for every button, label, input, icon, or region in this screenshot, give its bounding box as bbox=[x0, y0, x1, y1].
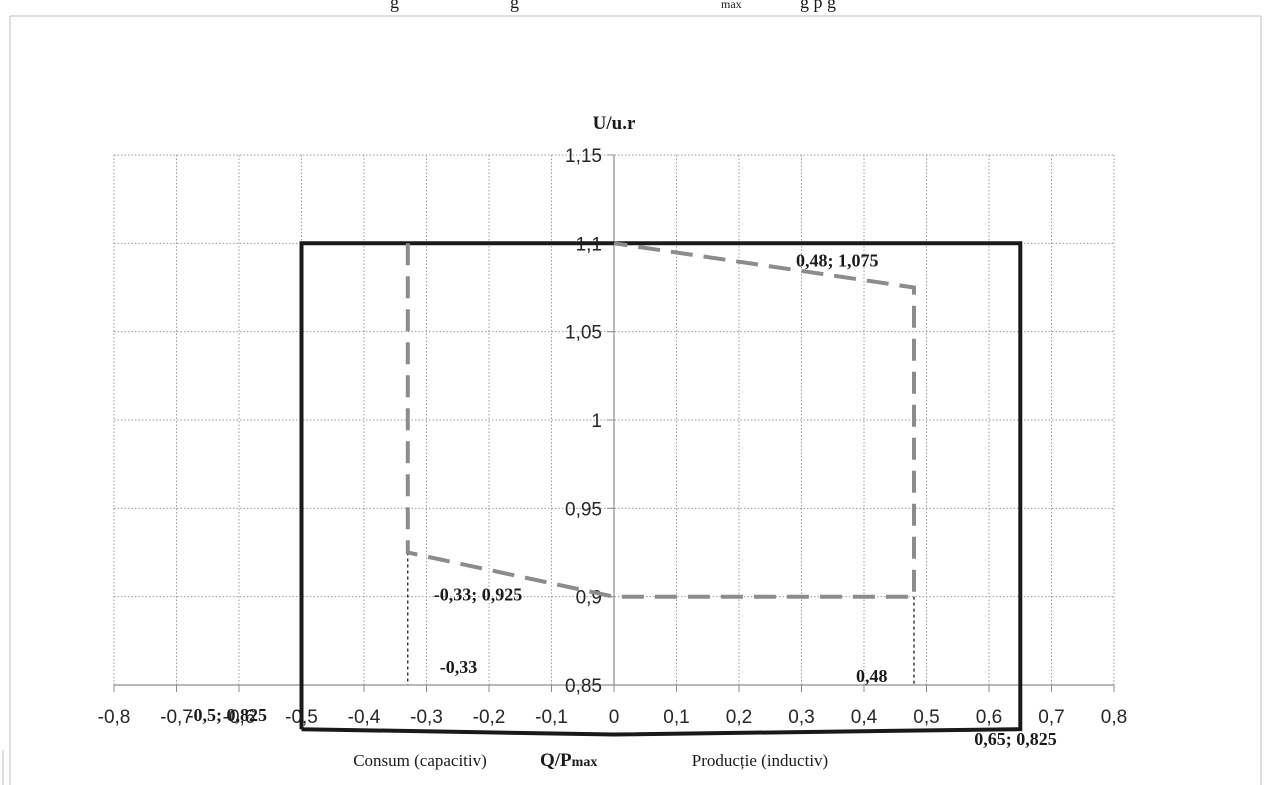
x-title-main: Q/P bbox=[540, 750, 572, 771]
header-max: max bbox=[721, 0, 742, 11]
x-title-left: Consum (capacitiv) bbox=[353, 751, 487, 770]
x-tick-label: -0,8 bbox=[98, 707, 131, 728]
x-axis-title: Consum (capacitiv) Q/Pmax Producție (ind… bbox=[353, 750, 828, 771]
y-tick-label: 0,85 bbox=[565, 676, 602, 697]
data-label: -0,33; 0,925 bbox=[434, 585, 523, 605]
data-label: 0,48 bbox=[856, 666, 888, 686]
x-tick-label: 0,8 bbox=[1101, 707, 1127, 728]
x-title-right: Producție (inductiv) bbox=[692, 751, 828, 770]
data-label: 0,48; 1,075 bbox=[796, 251, 879, 271]
data-label: -0,33 bbox=[440, 657, 478, 677]
x-tick-label: 0 bbox=[609, 707, 620, 728]
x-tick-label: -0,7 bbox=[160, 707, 193, 728]
series-solid-boundary bbox=[299, 241, 1023, 737]
y-tick-label: 0,95 bbox=[565, 499, 602, 520]
axes: -0,8 -0,7 -0,6 -0,5 -0,4 -0,3 -0,2 -0,1 0 0,1 0,2 0… bbox=[98, 146, 1128, 728]
data-label: -0,5; 0,825 bbox=[188, 705, 268, 725]
x-tick-label: 0,5 bbox=[913, 707, 939, 728]
x-title-sub: max bbox=[572, 755, 598, 770]
y-tick-label: 0,9 bbox=[576, 588, 602, 609]
data-label: 0,65; 0,825 bbox=[974, 729, 1057, 749]
x-tick-label: 0,6 bbox=[976, 707, 1002, 728]
annotations-layer: 0,48; 1,075 -0,33; 0,925 -0,5; 0,825 0,65; … bbox=[188, 251, 1057, 750]
series-layer bbox=[299, 241, 1023, 737]
header-text-1: g bbox=[390, 0, 399, 12]
x-tick-label: -0,1 bbox=[535, 707, 568, 728]
x-tick-label: -0,4 bbox=[348, 707, 381, 728]
header-text-2: g bbox=[510, 0, 519, 12]
x-tick-label: 0,7 bbox=[1038, 707, 1064, 728]
x-tick-label: 0,1 bbox=[663, 707, 689, 728]
series-dashed-boundary bbox=[405, 241, 916, 599]
outer-frame bbox=[9, 15, 1262, 785]
y-tick-label: 1,15 bbox=[565, 146, 602, 167]
x-tick-label: -0,3 bbox=[410, 707, 443, 728]
x-tick-label: -0,6 bbox=[223, 707, 256, 728]
x-tick-label: -0,2 bbox=[473, 707, 506, 728]
header-fragment: g g max g p g bbox=[390, 0, 836, 12]
y-tick-label: 1,05 bbox=[565, 323, 602, 344]
x-tick-label: 0,4 bbox=[851, 707, 878, 728]
y-axis-title: U/u.r bbox=[593, 113, 636, 134]
y-tick-label: 1 bbox=[591, 411, 602, 432]
header-text-3: g p g bbox=[800, 0, 836, 12]
x-tick-label: 0,3 bbox=[788, 707, 814, 728]
x-tick-label: 0,2 bbox=[726, 707, 752, 728]
x-title-center: Q/Pmax bbox=[540, 750, 597, 771]
